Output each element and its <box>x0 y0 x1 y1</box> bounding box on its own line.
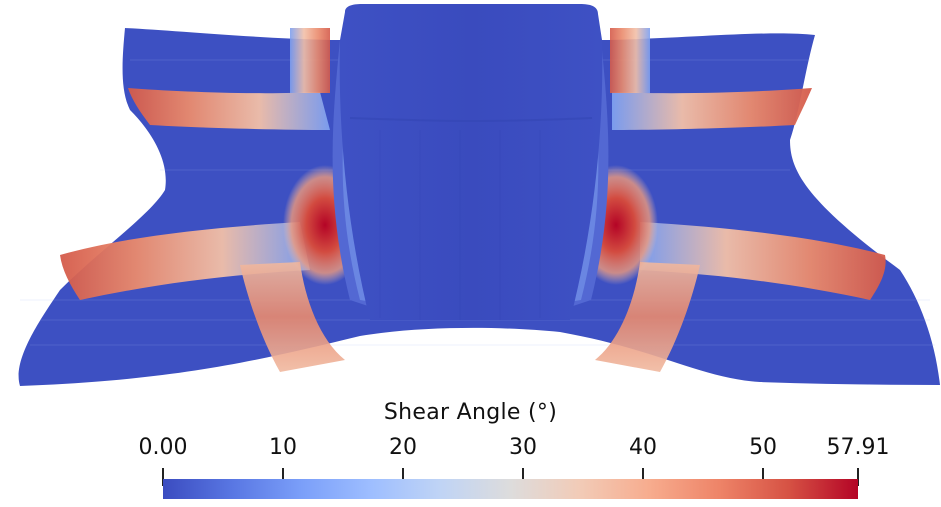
colorbar-title: Shear Angle (°) <box>383 400 558 425</box>
right-upper-vertical-band <box>610 28 650 93</box>
colorbar-tick-mark <box>402 468 404 486</box>
colorbar-tick-mark <box>162 468 164 486</box>
lower-right-shear-band <box>640 222 886 300</box>
left-upper-vertical-band <box>290 28 330 93</box>
raised-box <box>339 4 603 320</box>
colorbar-tick-label: 20 <box>389 435 418 460</box>
right-lower-vertical-band <box>595 262 700 372</box>
upper-right-shear-band <box>612 88 812 130</box>
colorbar-tick-mark <box>522 468 524 486</box>
colorbar-tick-label: 0.00 <box>138 435 188 460</box>
lower-left-shear-band <box>60 222 310 300</box>
colorbar-tick-mark <box>642 468 644 486</box>
colorbar-gradient <box>163 479 858 499</box>
shear-angle-surface-render <box>18 4 940 386</box>
colorbar-tick-mark <box>762 468 764 486</box>
colorbar-tick-mark <box>282 468 284 486</box>
colorbar-tick-mark <box>857 468 859 486</box>
colorbar-tick-label: 10 <box>269 435 297 460</box>
colorbar-tick-label: 50 <box>749 435 778 460</box>
colorbar-tick-label: 30 <box>509 435 538 460</box>
colorbar-tick-label: 57.91 <box>826 435 890 460</box>
upper-left-shear-band <box>128 88 330 130</box>
left-lower-vertical-band <box>240 262 345 372</box>
colorbar-legend: Shear Angle (°) 0.00 10 20 30 40 50 57.91 <box>0 395 941 507</box>
colorbar-tick-label: 40 <box>629 435 658 460</box>
